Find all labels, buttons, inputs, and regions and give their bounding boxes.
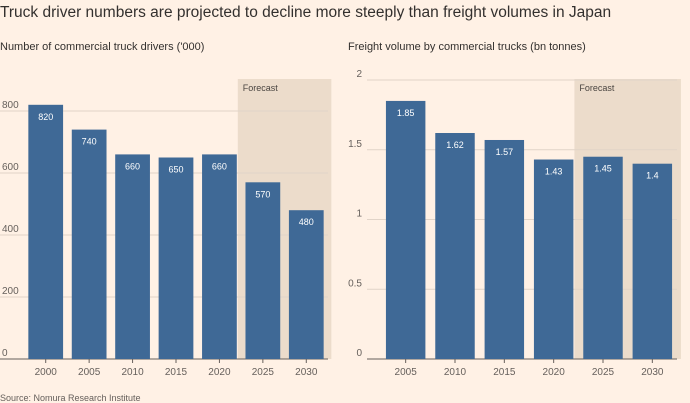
drivers-bar-chart: Forecast 0 200 400 600 800 820 2000 740 2005 660 20… [0, 79, 332, 378]
drivers-x-tick-label: 2010 [121, 367, 144, 378]
freight-y-tick-label: 0.5 [348, 278, 362, 289]
drivers-y-tick-label: 200 [2, 286, 19, 297]
freight-x-tick-label: 2010 [444, 367, 467, 378]
drivers-value-label: 480 [299, 217, 314, 227]
right-chart-title: Freight volume by commercial trucks (bn … [348, 41, 586, 53]
freight-y-tick-label: 1 [356, 209, 362, 220]
freight-x-tick-label: 2030 [641, 367, 664, 378]
drivers-x-tick-label: 2030 [295, 367, 318, 378]
drivers-x-tick-label: 2015 [165, 367, 188, 378]
drivers-value-label: 740 [82, 137, 97, 147]
freight-bar [385, 100, 426, 360]
freight-value-label: 1.57 [496, 147, 514, 157]
drivers-x-tick-label: 2020 [208, 367, 231, 378]
left-chart-title: Number of commercial truck drivers ('000… [0, 41, 205, 53]
drivers-bar [28, 104, 64, 359]
drivers-value-label: 820 [38, 112, 53, 122]
freight-y-tick-label: 1.5 [348, 139, 362, 150]
drivers-bar [288, 210, 324, 359]
source-note: Source: Nomura Research Institute [0, 393, 141, 403]
freight-bar [435, 133, 475, 359]
freight-value-label: 1.62 [446, 140, 464, 150]
freight-forecast-label: Forecast [579, 83, 615, 93]
freight-x-tick-label: 2005 [395, 367, 418, 378]
drivers-bar [115, 154, 150, 359]
freight-x-tick-label: 2025 [592, 367, 615, 378]
freight-value-label: 1.45 [594, 164, 612, 174]
drivers-forecast-label: Forecast [243, 83, 279, 93]
drivers-value-label: 570 [255, 189, 270, 199]
drivers-bar [245, 182, 281, 359]
drivers-y-tick-label: 800 [2, 100, 19, 111]
drivers-bar [202, 154, 237, 359]
drivers-x-tick-label: 2025 [252, 367, 275, 378]
freight-bar [484, 139, 525, 359]
drivers-y-tick-label: 0 [2, 348, 8, 359]
drivers-value-label: 660 [125, 161, 140, 171]
freight-bar [533, 159, 574, 359]
freight-value-label: 1.4 [646, 171, 659, 181]
drivers-value-label: 650 [168, 165, 183, 175]
freight-value-label: 1.85 [397, 108, 415, 118]
drivers-x-tick-label: 2005 [78, 367, 101, 378]
freight-bar [583, 156, 623, 359]
drivers-bar [158, 157, 194, 359]
drivers-x-tick-label: 2000 [35, 367, 58, 378]
drivers-y-tick-label: 400 [2, 224, 19, 235]
freight-bar [632, 163, 673, 359]
page-title: Truck driver numbers are projected to de… [0, 4, 612, 21]
drivers-y-tick-label: 600 [2, 162, 19, 173]
freight-y-tick-label: 2 [356, 69, 362, 80]
freight-x-tick-label: 2015 [493, 367, 516, 378]
freight-y-tick-label: 0 [356, 348, 362, 359]
freight-value-label: 1.43 [545, 167, 563, 177]
drivers-bar [71, 129, 107, 359]
freight-x-tick-label: 2020 [543, 367, 566, 378]
drivers-value-label: 660 [212, 161, 227, 171]
